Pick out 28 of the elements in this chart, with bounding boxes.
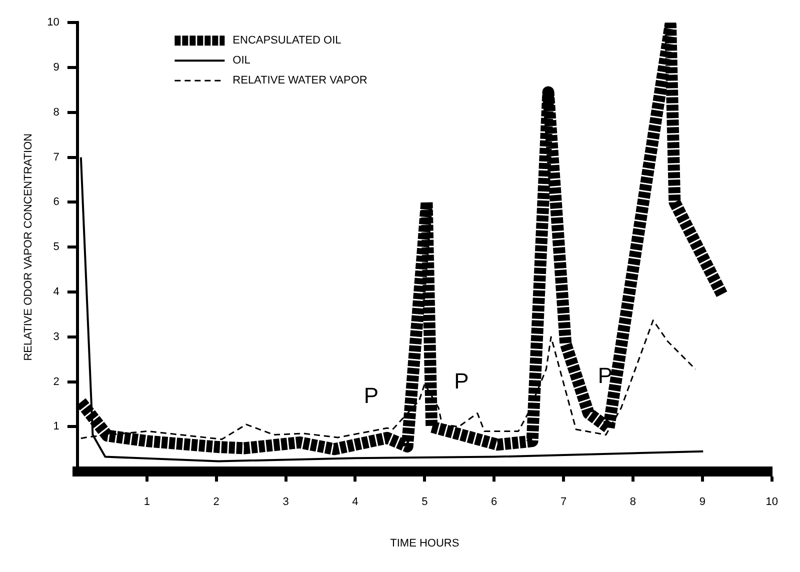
annotation: P — [598, 362, 613, 388]
y-tick-label: 7 — [53, 151, 60, 164]
x-tick-label: 9 — [699, 496, 706, 508]
annotation: P — [454, 368, 469, 394]
y-axis-title: RELATIVE ODOR VAPOR CONCENTRATION — [22, 133, 35, 361]
x-tick-label: 7 — [560, 496, 567, 508]
y-tick-label: 3 — [53, 330, 60, 343]
y-tick-label: 2 — [53, 376, 60, 388]
x-tick-label: 6 — [491, 496, 498, 508]
x-tick-label: 8 — [630, 496, 636, 508]
y-tick-label: 10 — [47, 16, 60, 29]
y-tick-label: 6 — [53, 196, 60, 208]
y-tick-label: 5 — [53, 241, 60, 254]
x-tick-label: 3 — [282, 496, 289, 508]
y-tick-label: 4 — [53, 286, 60, 298]
x-tick-label: 10 — [766, 496, 778, 508]
x-tick-label: 5 — [422, 496, 428, 508]
y-tick-label: 1 — [53, 420, 60, 433]
legend-label: OIL — [232, 54, 250, 67]
x-tick-label: 4 — [352, 496, 358, 508]
x-tick-label: 2 — [213, 496, 220, 508]
legend-label: ENCAPSULATED OIL — [232, 34, 342, 47]
x-tick-label: 1 — [144, 496, 150, 508]
y-tick-label: 8 — [53, 106, 60, 118]
legend-label: RELATIVE WATER VAPOR — [232, 74, 368, 87]
y-tick-label: 9 — [53, 62, 60, 74]
annotation: P — [364, 383, 378, 408]
x-axis-title: TIME HOURS — [390, 537, 460, 550]
